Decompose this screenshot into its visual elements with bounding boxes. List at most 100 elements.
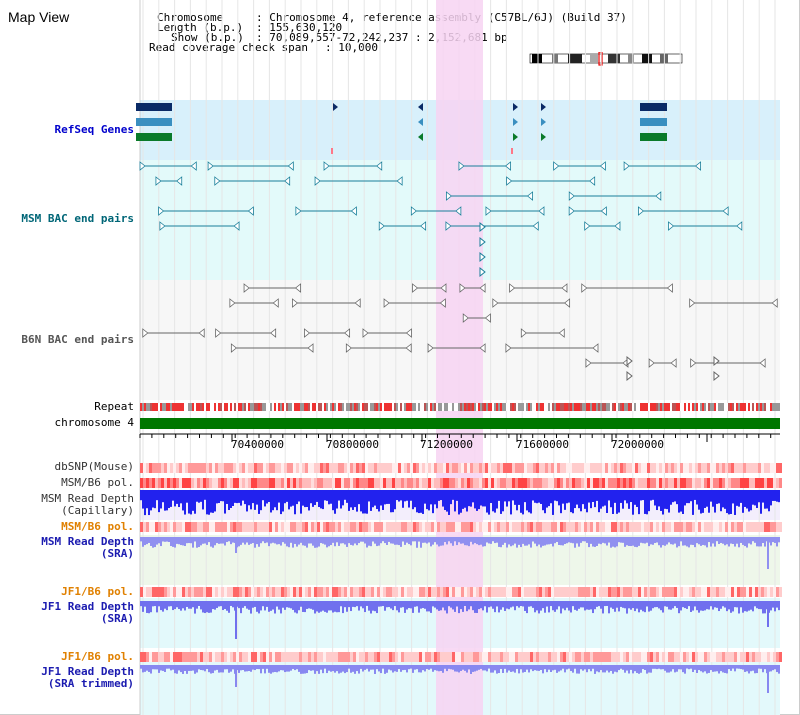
heat-cell (764, 463, 767, 473)
heat-cell (752, 652, 755, 662)
depth-bar (750, 601, 752, 610)
heat-cell (389, 478, 392, 488)
depth-bar (592, 537, 594, 547)
heat-cell (170, 652, 173, 662)
depth-bar (530, 665, 532, 670)
heat-cell (533, 478, 536, 488)
heat-cell (608, 522, 611, 532)
repeat-segment (660, 403, 662, 411)
heat-cell (518, 652, 521, 662)
heat-cell (239, 522, 242, 532)
heat-cell (455, 522, 458, 532)
repeat-segment (464, 403, 466, 411)
heat-cell (290, 522, 293, 532)
depth-bar (352, 601, 354, 607)
depth-bar (422, 601, 424, 608)
heat-cell (362, 463, 365, 473)
repeat-segment (482, 403, 484, 411)
depth-bar (588, 490, 590, 503)
track-label-msm-b6-pol-2[interactable]: MSM/B6 pol. (61, 520, 134, 533)
track-label-repeat[interactable]: Repeat (94, 400, 134, 413)
track-label-b6n-bac[interactable]: B6N BAC end pairs (21, 333, 134, 346)
depth-bar (328, 537, 330, 547)
repeat-segment (454, 403, 456, 411)
heat-cell (284, 652, 287, 662)
depth-bar (250, 601, 252, 614)
depth-bar (268, 665, 270, 673)
heat-cell (521, 463, 524, 473)
track-label-msm-b6-pol[interactable]: MSM/B6 pol. (61, 476, 134, 489)
heat-cell (242, 478, 245, 488)
track-label-dbsnp[interactable]: dbSNP(Mouse) (54, 460, 134, 473)
track-label-msm-read-depth-capillary[interactable]: MSM Read Depth (41, 492, 134, 505)
depth-bar (202, 601, 204, 613)
depth-bar (688, 601, 690, 607)
depth-bar (478, 601, 480, 610)
heat-cell (575, 522, 578, 532)
heat-cell (437, 652, 440, 662)
repeat-segment (248, 403, 250, 411)
depth-bar (336, 665, 338, 672)
heat-cell (218, 522, 221, 532)
repeat-segment (444, 403, 446, 411)
depth-bar (464, 665, 466, 671)
depth-bar (378, 490, 380, 512)
depth-bar (464, 537, 466, 546)
depth-bar (560, 490, 562, 514)
heat-cell (215, 478, 218, 488)
depth-bar (736, 490, 738, 506)
heat-cell (776, 652, 779, 662)
repeat-segment (170, 403, 172, 411)
track-label-jf1-read-depth[interactable]: JF1 Read Depth (41, 600, 134, 613)
depth-bar (632, 490, 634, 515)
depth-bar (504, 665, 506, 669)
repeat-segment (612, 403, 614, 411)
heat-cell (737, 478, 740, 488)
repeat-segment (174, 403, 176, 411)
heat-cell (392, 478, 395, 488)
repeat-segment (742, 403, 744, 411)
track-label-jf1-b6-pol-2[interactable]: JF1/B6 pol. (61, 650, 134, 663)
heat-cell (350, 652, 353, 662)
track-label-refseq[interactable]: RefSeq Genes (54, 123, 134, 136)
depth-bar (498, 537, 500, 547)
repeat-segment (204, 403, 206, 411)
heat-cell (254, 522, 257, 532)
heat-cell (575, 587, 578, 597)
heat-cell (638, 652, 641, 662)
depth-bar (718, 537, 720, 544)
depth-bar (166, 665, 168, 669)
repeat-segment (318, 403, 320, 411)
heat-cell (758, 478, 761, 488)
heat-cell (422, 478, 425, 488)
depth-bar (440, 537, 442, 546)
depth-bar (298, 537, 300, 545)
heat-cell (650, 652, 653, 662)
heat-cell (494, 478, 497, 488)
depth-bar (174, 537, 176, 548)
depth-bar (202, 490, 204, 510)
track-label-msm-read-depth-sra[interactable]: MSM Read Depth (41, 535, 134, 548)
heat-cell (572, 463, 575, 473)
repeat-segment (334, 403, 336, 411)
depth-bar (408, 537, 410, 545)
repeat-segment (428, 403, 430, 411)
depth-bar (334, 490, 336, 514)
track-label-msm-bac[interactable]: MSM BAC end pairs (21, 212, 134, 225)
track-label-jf1-read-depth-2[interactable]: JF1 Read Depth (41, 665, 134, 678)
depth-bar (664, 537, 666, 546)
track-label-jf1-b6-pol[interactable]: JF1/B6 pol. (61, 585, 134, 598)
depth-bar (552, 665, 554, 671)
repeat-segment (546, 403, 548, 411)
heat-cell (191, 652, 194, 662)
depth-bar (768, 490, 770, 512)
depth-bar (556, 490, 558, 502)
depth-bar (172, 537, 174, 547)
chromosome-ideogram[interactable] (528, 52, 688, 66)
depth-bar (222, 490, 224, 502)
depth-bar (704, 490, 706, 508)
repeat-segment (224, 403, 226, 411)
repeat-segment (294, 403, 296, 411)
depth-bar (368, 601, 370, 611)
